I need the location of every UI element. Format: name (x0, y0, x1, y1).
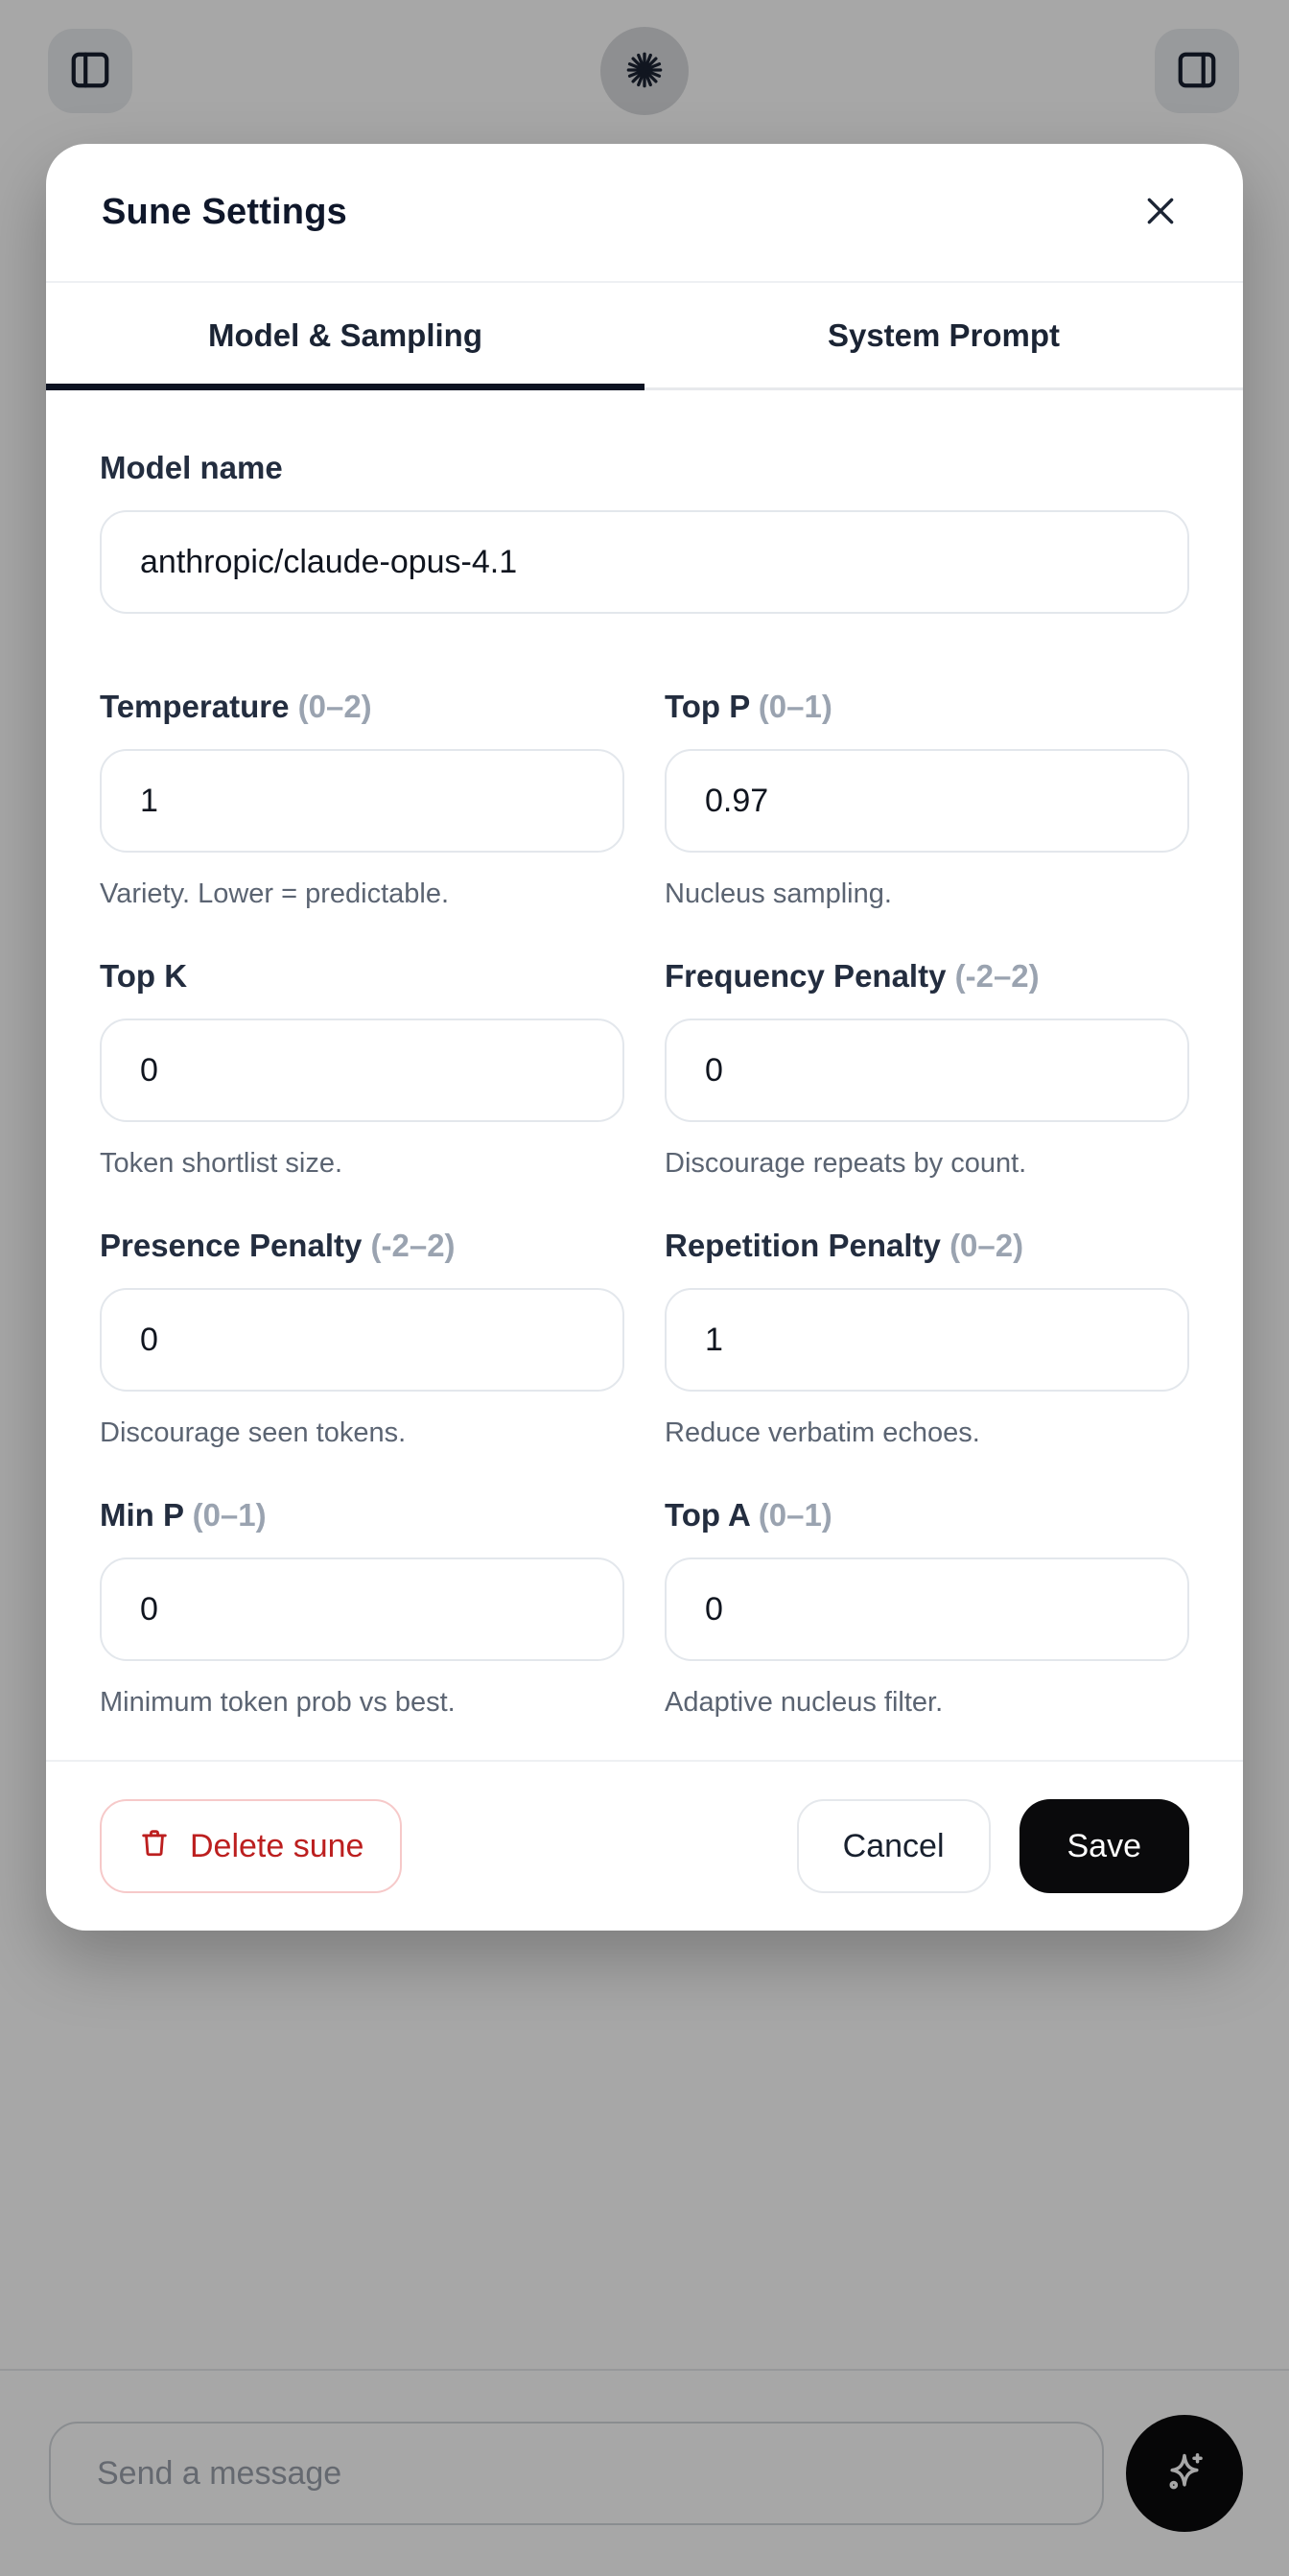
model-name-field: Model name (100, 450, 1189, 614)
right-sidebar-toggle-button[interactable] (1155, 29, 1239, 113)
repetition-penalty-range: (0–2) (949, 1228, 1024, 1263)
top-p-input[interactable] (665, 749, 1189, 853)
temperature-range: (0–2) (297, 689, 372, 724)
top-p-field: Top P (0–1) Nucleus sampling. (665, 689, 1189, 910)
frequency-penalty-range: (-2–2) (954, 958, 1040, 994)
sparkle-plus-icon (1158, 2446, 1211, 2502)
frequency-penalty-label: Frequency Penalty (665, 958, 947, 994)
parameter-grid: Temperature (0–2) Variety. Lower = predi… (100, 689, 1189, 1719)
message-composer-bar (0, 2369, 1289, 2576)
message-input[interactable] (49, 2422, 1104, 2525)
tab-system-prompt[interactable]: System Prompt (644, 283, 1243, 387)
repetition-penalty-input[interactable] (665, 1288, 1189, 1392)
top-p-label: Top P (665, 689, 750, 724)
dialog-footer: Delete sune Cancel Save (46, 1760, 1243, 1931)
dialog-header: Sune Settings (46, 144, 1243, 283)
temperature-input[interactable] (100, 749, 624, 853)
left-sidebar-toggle-button[interactable] (48, 29, 132, 113)
temperature-label: Temperature (100, 689, 290, 724)
top-p-range: (0–1) (758, 689, 832, 724)
frequency-penalty-field: Frequency Penalty (-2–2) Discourage repe… (665, 958, 1189, 1180)
top-k-field: Top K Token shortlist size. (100, 958, 624, 1180)
top-a-help: Adaptive nucleus filter. (665, 1687, 944, 1718)
top-p-help: Nucleus sampling. (665, 878, 892, 909)
delete-sune-label: Delete sune (190, 1827, 364, 1864)
presence-penalty-help: Discourage seen tokens. (100, 1417, 407, 1448)
presence-penalty-input[interactable] (100, 1288, 624, 1392)
presence-penalty-field: Presence Penalty (-2–2) Discourage seen … (100, 1228, 624, 1449)
model-name-label: Model name (100, 450, 283, 485)
top-a-label: Top A (665, 1497, 750, 1533)
right-panel-icon (1175, 48, 1219, 95)
save-button[interactable]: Save (1019, 1799, 1189, 1893)
min-p-input[interactable] (100, 1557, 624, 1661)
cancel-button[interactable]: Cancel (796, 1799, 991, 1893)
top-a-field: Top A (0–1) Adaptive nucleus filter. (665, 1497, 1189, 1719)
top-k-label: Top K (100, 958, 188, 994)
presence-penalty-range: (-2–2) (370, 1228, 456, 1263)
top-k-help: Token shortlist size. (100, 1148, 343, 1179)
left-panel-icon (68, 48, 112, 95)
min-p-field: Min P (0–1) Minimum token prob vs best. (100, 1497, 624, 1719)
model-name-input[interactable] (100, 510, 1189, 614)
trash-icon (138, 1825, 171, 1868)
frequency-penalty-input[interactable] (665, 1019, 1189, 1122)
delete-sune-button[interactable]: Delete sune (100, 1799, 403, 1893)
sune-settings-dialog: Sune Settings Model & Sampling System Pr… (46, 144, 1243, 1931)
tab-model-sampling[interactable]: Model & Sampling (46, 283, 644, 390)
repetition-penalty-label: Repetition Penalty (665, 1228, 941, 1263)
starburst-icon (621, 46, 668, 97)
close-x-icon (1141, 192, 1180, 233)
min-p-range: (0–1) (192, 1497, 267, 1533)
settings-tabs: Model & Sampling System Prompt (46, 283, 1243, 390)
presence-penalty-label: Presence Penalty (100, 1228, 363, 1263)
sune-avatar-button[interactable] (600, 27, 689, 115)
min-p-help: Minimum token prob vs best. (100, 1687, 456, 1718)
repetition-penalty-field: Repetition Penalty (0–2) Reduce verbatim… (665, 1228, 1189, 1449)
top-a-input[interactable] (665, 1557, 1189, 1661)
repetition-penalty-help: Reduce verbatim echoes. (665, 1417, 980, 1448)
temperature-field: Temperature (0–2) Variety. Lower = predi… (100, 689, 624, 910)
top-a-range: (0–1) (758, 1497, 832, 1533)
settings-content: Model name Temperature (0–2) Variety. Lo… (46, 390, 1243, 1760)
temperature-help: Variety. Lower = predictable. (100, 878, 450, 909)
dialog-title: Sune Settings (102, 192, 347, 232)
top-k-input[interactable] (100, 1019, 624, 1122)
min-p-label: Min P (100, 1497, 184, 1533)
send-message-button[interactable] (1126, 2415, 1243, 2532)
close-button[interactable] (1134, 186, 1187, 240)
frequency-penalty-help: Discourage repeats by count. (665, 1148, 1027, 1179)
